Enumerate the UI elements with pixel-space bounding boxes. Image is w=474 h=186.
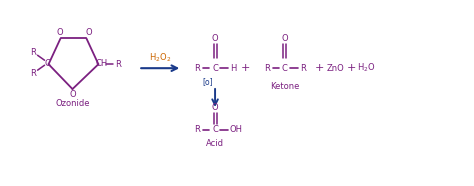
Text: Acid: Acid bbox=[206, 139, 224, 148]
Text: C: C bbox=[282, 64, 288, 73]
Text: C: C bbox=[45, 59, 51, 68]
Text: O: O bbox=[212, 103, 219, 112]
Text: ZnO: ZnO bbox=[327, 64, 345, 73]
Text: H: H bbox=[230, 64, 236, 73]
Text: [o]: [o] bbox=[203, 78, 213, 86]
Text: +: + bbox=[315, 63, 324, 73]
Text: R: R bbox=[115, 60, 121, 69]
Text: R: R bbox=[30, 48, 36, 57]
Text: R: R bbox=[194, 64, 200, 73]
Text: CH: CH bbox=[95, 59, 108, 68]
Text: H$_2$O$_2$: H$_2$O$_2$ bbox=[149, 51, 171, 63]
Text: O: O bbox=[85, 28, 92, 37]
Text: R: R bbox=[194, 125, 200, 134]
Text: R: R bbox=[30, 69, 36, 78]
Text: O: O bbox=[282, 34, 288, 43]
Text: R: R bbox=[300, 64, 306, 73]
Text: +: + bbox=[240, 63, 250, 73]
Text: C: C bbox=[212, 64, 218, 73]
Text: O: O bbox=[212, 34, 219, 43]
Text: R: R bbox=[264, 64, 270, 73]
Text: O: O bbox=[69, 90, 76, 100]
Text: Ozonide: Ozonide bbox=[55, 100, 90, 108]
Text: OH: OH bbox=[229, 125, 243, 134]
Text: O: O bbox=[56, 28, 63, 37]
Text: H$_2$O: H$_2$O bbox=[357, 62, 376, 74]
Text: +: + bbox=[347, 63, 356, 73]
Text: C: C bbox=[212, 125, 218, 134]
Text: Ketone: Ketone bbox=[270, 81, 300, 91]
